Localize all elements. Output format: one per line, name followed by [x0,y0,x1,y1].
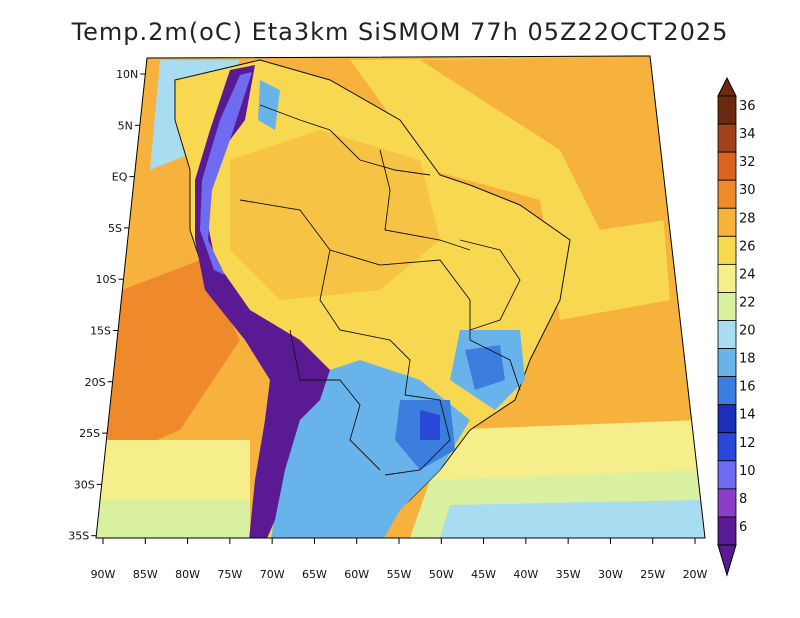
colorbar-label: 12 [739,436,756,451]
lat-tick-label: 5N [118,119,133,132]
lon-tick-label: 60W [344,568,369,581]
map-frame [95,55,706,539]
lat-tick-label: 5S [108,222,122,235]
colorbar-label: 10 [739,464,756,479]
colorbar-swatch [717,235,737,265]
lon-tick-label: 55W [387,568,412,581]
colorbar-swatch [717,207,737,237]
lon-tick-label: 50W [429,568,454,581]
colorbar-swatch [717,460,737,490]
colorbar-bottom-arrow [717,544,737,577]
lon-tick-label: 20W [683,568,708,581]
colorbar-swatch [717,516,737,546]
colorbar-swatch [717,179,737,209]
colorbar-swatch [717,348,737,378]
colorbar-swatch [717,292,737,321]
colorbar-swatch [717,376,737,406]
lat-tick-label: 25S [79,427,100,440]
andes-cold-band [195,65,330,538]
map-panel [95,55,706,539]
south-atlantic-cold [440,500,705,538]
map-title: Temp.2m(oC) Eta3km SiSMOM 77h 05Z22OCT20… [71,18,729,46]
colorbar-label: 6 [739,520,747,535]
lon-tick-label: 35W [556,568,581,581]
lon-tick-label: 80W [175,568,200,581]
country-borders [239,104,521,476]
lon-tick-label: 40W [513,568,538,581]
colorbar-label: 34 [739,127,756,142]
lon-tick-label: 75W [217,568,242,581]
lat-tick-label: 10S [96,273,117,286]
colorbar-label: 26 [739,239,756,254]
latitude-axis: 10N 5N EQ 5S 10S 15S 20S 25S 30S 35S [68,68,146,543]
colombia-cool [258,80,280,130]
colorbar-label: 18 [739,352,756,367]
colorbar-swatch [717,263,737,293]
colorbar-swatch [717,404,737,434]
lon-tick-label: 85W [133,568,158,581]
lon-tick-label: 25W [640,568,665,581]
lon-tick-label: 65W [302,568,327,581]
lon-tick-label: 30W [598,568,623,581]
colorbar-swatch [717,432,737,462]
colorbar-label: 36 [739,99,756,114]
colorbar-top-arrow [717,76,737,97]
south-pacific-cooler [96,500,250,538]
amazon-warm-area [230,130,440,300]
lat-tick-label: 20S [85,376,106,389]
pacific-warm-patch [96,260,240,460]
lat-tick-label: EQ [112,171,128,184]
lon-tick-label: 70W [260,568,285,581]
colorbar-label: 32 [739,155,756,170]
colorbar-label: 24 [739,267,756,282]
lat-tick-label: 35S [68,530,89,543]
colorbar-swatch [717,95,737,125]
colorbar-swatch [717,123,737,153]
colorbar-label: 16 [739,380,756,395]
longitude-axis: 90W 85W 80W 75W 70W 65W 60W 55W 50W 45W 40W 35W 30W 2… [91,538,708,581]
colorbar-label: 28 [739,211,756,226]
atlantic-hot-patch [420,56,665,230]
lat-tick-label: 10N [116,68,138,81]
lat-tick-label: 30S [74,478,95,491]
colorbar-label: 8 [739,492,747,507]
lat-tick-label: 15S [90,325,111,338]
colorbar-swatch [717,488,737,518]
colorbar-swatch [717,320,737,349]
lon-tick-label: 90W [91,568,116,581]
minas-cold [465,345,505,390]
colorbar: 36 34 32 30 28 26 24 22 20 18 16 14 12 10 8 6 [717,76,756,577]
serra-coldest [420,410,440,440]
lon-tick-label: 45W [471,568,496,581]
colorbar-swatch [717,151,737,181]
colorbar-label: 22 [739,295,756,310]
andes-edge-north [200,72,252,275]
colorbar-label: 20 [739,324,756,339]
colorbar-label: 30 [739,183,756,198]
colorbar-label: 14 [739,408,756,423]
